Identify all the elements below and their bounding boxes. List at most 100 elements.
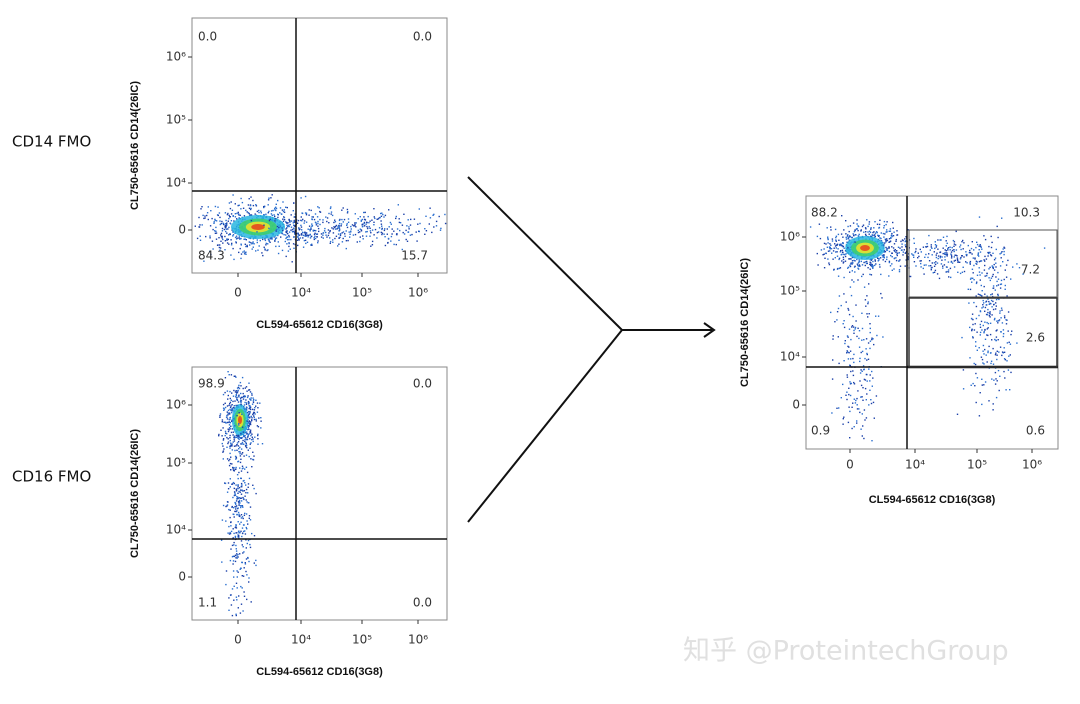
event-dot <box>233 541 235 544</box>
event-dot <box>904 252 907 254</box>
event-dot <box>882 259 884 261</box>
gate-percent: 10.3 <box>1013 206 1040 220</box>
event-dot <box>424 233 426 235</box>
event-dot <box>849 271 851 273</box>
event-dot <box>841 260 843 262</box>
event-dot <box>232 194 234 196</box>
event-dot <box>930 244 932 246</box>
event-dot <box>222 438 225 440</box>
event-dot <box>249 244 251 246</box>
event-dot <box>847 267 849 269</box>
event-dot <box>408 226 410 228</box>
event-dot <box>969 278 972 280</box>
event-dot <box>981 290 983 292</box>
event-dot <box>925 253 927 256</box>
event-dot <box>858 235 860 237</box>
event-dot <box>226 436 228 439</box>
gate-percent: 0.0 <box>413 596 432 610</box>
event-dot <box>234 213 237 215</box>
event-dot <box>230 594 232 596</box>
event-dot <box>247 395 249 397</box>
event-dot <box>226 418 229 420</box>
event-dot <box>286 227 288 229</box>
event-dot <box>236 498 238 500</box>
event-dot <box>235 466 237 469</box>
event-dot <box>866 262 868 265</box>
event-dot <box>373 208 375 210</box>
event-dot <box>232 395 235 397</box>
event-dot <box>857 262 860 264</box>
event-dot <box>888 260 891 263</box>
event-dot <box>837 275 840 277</box>
event-dot <box>839 267 842 269</box>
event-dot <box>309 230 311 232</box>
event-dot <box>236 449 238 451</box>
event-dot <box>234 510 236 513</box>
event-dot <box>869 347 871 350</box>
event-dot <box>830 244 832 246</box>
event-dot <box>247 212 249 214</box>
event-dot <box>245 570 247 573</box>
event-dot <box>857 225 859 227</box>
event-dot <box>229 397 231 400</box>
event-dot <box>836 268 839 270</box>
event-dot <box>1001 309 1003 311</box>
event-dot <box>890 237 892 239</box>
event-dot <box>332 232 335 234</box>
event-dot <box>869 268 871 270</box>
event-dot <box>305 212 308 214</box>
event-dot <box>972 323 974 326</box>
event-dot <box>834 228 837 231</box>
event-dot <box>933 262 936 264</box>
event-dot <box>866 219 868 221</box>
event-dot <box>935 246 937 248</box>
event-dot <box>234 400 236 402</box>
event-dot <box>303 239 306 242</box>
event-dot <box>853 381 855 384</box>
event-dot <box>236 553 238 555</box>
event-dot <box>380 220 382 222</box>
event-dot <box>288 245 290 248</box>
event-dot <box>977 252 980 254</box>
event-dot <box>832 338 834 340</box>
event-dot <box>831 238 834 240</box>
event-dot <box>227 228 229 230</box>
event-dot <box>857 267 859 269</box>
event-dot <box>243 253 246 255</box>
event-dot <box>842 383 844 386</box>
event-dot <box>930 246 932 248</box>
event-dot <box>222 238 224 241</box>
event-dot <box>248 403 250 405</box>
event-dot <box>214 230 216 232</box>
event-dot <box>236 404 239 407</box>
event-dot <box>380 215 383 217</box>
event-dot <box>990 277 993 279</box>
event-dot <box>913 237 915 240</box>
event-dot <box>968 302 970 304</box>
event-dot <box>234 425 236 427</box>
event-dot <box>210 210 212 212</box>
event-dot <box>891 256 893 258</box>
event-dot <box>245 445 247 448</box>
event-dot <box>222 222 224 224</box>
event-dot <box>888 247 890 249</box>
event-dot <box>229 413 231 415</box>
event-dot <box>226 239 228 241</box>
event-dot <box>844 340 846 342</box>
event-dot <box>277 234 279 237</box>
event-dot <box>870 228 872 230</box>
event-dot <box>239 381 242 384</box>
event-dot <box>849 263 852 265</box>
event-dot <box>979 334 981 336</box>
event-dot <box>246 428 249 431</box>
event-dot <box>235 235 238 237</box>
event-dot <box>854 265 856 267</box>
event-dot <box>223 408 226 410</box>
event-dot <box>982 350 984 352</box>
event-dot <box>243 514 246 516</box>
event-dot <box>221 419 224 421</box>
event-dot <box>240 257 242 260</box>
event-dot <box>219 414 221 417</box>
event-dot <box>852 374 855 377</box>
